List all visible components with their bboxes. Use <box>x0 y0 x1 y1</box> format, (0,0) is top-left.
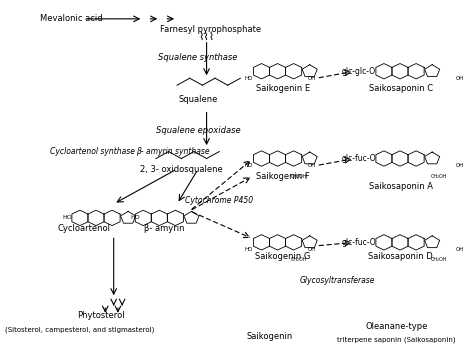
Text: HO: HO <box>245 163 253 168</box>
Text: CH₂OH: CH₂OH <box>430 174 447 178</box>
Text: OH: OH <box>456 163 464 168</box>
Text: CH₂OH: CH₂OH <box>430 257 447 262</box>
Text: glc-glc-O: glc-glc-O <box>342 67 376 76</box>
Text: OH: OH <box>456 247 464 252</box>
Text: Saikogenin G: Saikogenin G <box>255 252 310 261</box>
Text: Cycloartenol synthase: Cycloartenol synthase <box>50 147 135 156</box>
Text: Mevalonic acid: Mevalonic acid <box>40 14 103 23</box>
Text: Cytochrome P450: Cytochrome P450 <box>185 196 253 205</box>
Text: Saikogenin F: Saikogenin F <box>256 171 310 181</box>
Text: OH: OH <box>456 76 464 81</box>
Text: Saikogenin: Saikogenin <box>247 332 293 341</box>
Text: HO: HO <box>245 76 253 81</box>
Text: Saikosaponin D: Saikosaponin D <box>368 252 433 261</box>
Text: β- amyrin synthase: β- amyrin synthase <box>136 147 210 156</box>
Text: Phytosterol: Phytosterol <box>77 311 125 320</box>
Text: HO: HO <box>130 215 140 220</box>
Text: Squalene: Squalene <box>179 95 218 104</box>
Text: Cycloartenol: Cycloartenol <box>58 224 110 233</box>
Text: Saikogenin E: Saikogenin E <box>255 84 310 93</box>
Text: 2, 3- oxidosqualene: 2, 3- oxidosqualene <box>140 164 223 174</box>
Text: Squalene epoxidase: Squalene epoxidase <box>156 126 240 135</box>
Text: Squalene synthase: Squalene synthase <box>158 53 238 62</box>
Text: CH₂OH: CH₂OH <box>291 174 308 178</box>
Text: Saikosaponin A: Saikosaponin A <box>369 182 433 191</box>
Text: OH: OH <box>308 247 316 252</box>
Text: glc-fuc-O: glc-fuc-O <box>341 154 376 163</box>
Text: OH: OH <box>308 163 316 168</box>
Text: (Sitosterol, campesterol, and stigmasterol): (Sitosterol, campesterol, and stigmaster… <box>5 326 155 333</box>
Text: Saikosaponin C: Saikosaponin C <box>369 84 433 93</box>
Text: Glycosyltransferase: Glycosyltransferase <box>300 276 375 285</box>
Text: glc-fuc-O: glc-fuc-O <box>341 238 376 247</box>
Text: CH₂OH: CH₂OH <box>291 257 308 262</box>
Text: Farnesyl pyrophosphate: Farnesyl pyrophosphate <box>160 25 261 34</box>
Text: ⌇⌇⌇: ⌇⌇⌇ <box>199 31 215 41</box>
Text: Oleanane-type: Oleanane-type <box>365 322 428 331</box>
Text: HO: HO <box>245 247 253 252</box>
Text: HO: HO <box>63 215 72 220</box>
Text: β- amyrin: β- amyrin <box>144 224 184 233</box>
Text: triterpene saponin (Saikosaponin): triterpene saponin (Saikosaponin) <box>337 337 456 344</box>
Text: OH: OH <box>308 76 316 81</box>
